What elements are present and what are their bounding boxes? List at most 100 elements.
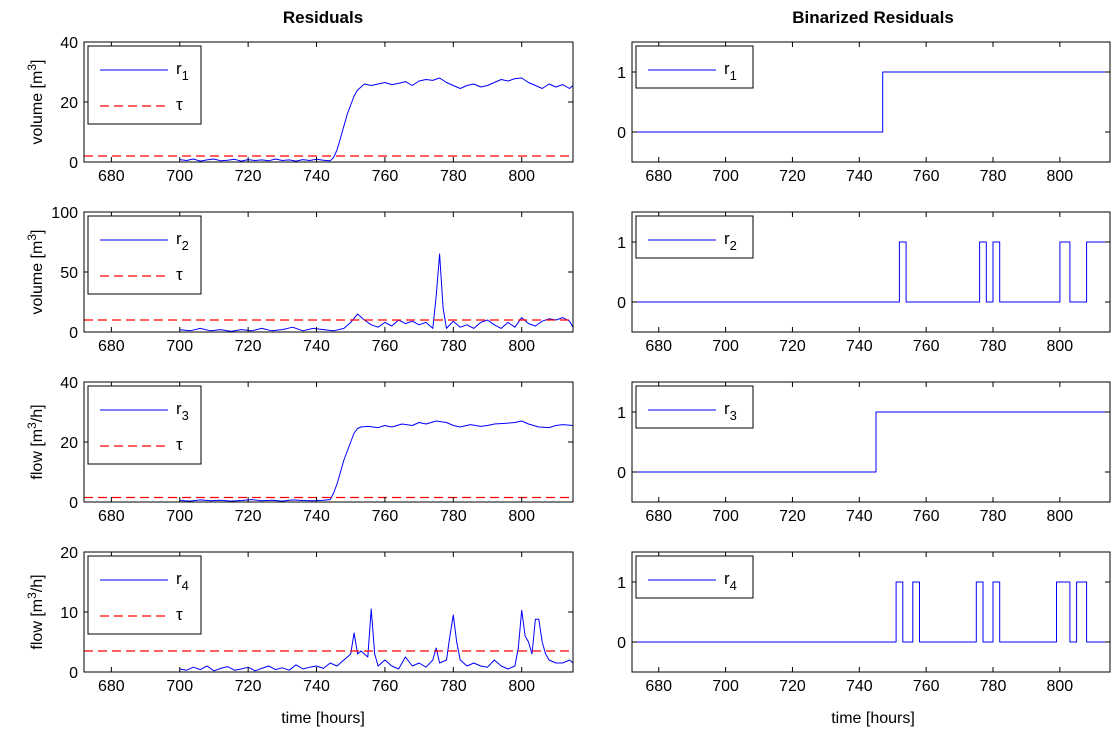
x-tick-label: 760 bbox=[372, 508, 399, 525]
legend: r1τ bbox=[88, 46, 201, 124]
y-axis-label: volume [m3] bbox=[25, 230, 46, 315]
x-tick-label: 740 bbox=[303, 678, 330, 695]
x-tick-label: 800 bbox=[1047, 508, 1074, 525]
y-tick-label: 0 bbox=[69, 495, 78, 512]
panel-residuals-3: 680 700 720 740 760 780 800 0 20 40 flow [m3/h] r3 τ bbox=[25, 375, 573, 525]
x-tick-label: 760 bbox=[913, 508, 940, 525]
y-tick-label: 0 bbox=[69, 325, 78, 342]
y-axis-label: flow [m3/h] bbox=[25, 404, 46, 479]
x-tick-label: 680 bbox=[98, 678, 125, 695]
y-tick-label: 0 bbox=[617, 635, 626, 652]
legend: r3 τ bbox=[88, 386, 201, 464]
x-tick-label: 720 bbox=[779, 508, 806, 525]
x-axis-label-left: time [hours] bbox=[281, 710, 365, 727]
x-tick-label: 700 bbox=[166, 508, 193, 525]
residuals-column-title: Residuals bbox=[283, 8, 363, 27]
binarized-column-title: Binarized Residuals bbox=[792, 8, 954, 27]
x-tick-label: 780 bbox=[980, 168, 1007, 185]
x-tick-label: 800 bbox=[508, 338, 535, 355]
x-tick-label: 680 bbox=[645, 338, 672, 355]
legend: r3 bbox=[636, 386, 753, 428]
y-tick-label: 40 bbox=[60, 35, 78, 52]
x-tick-label: 680 bbox=[98, 508, 125, 525]
x-tick-label: 760 bbox=[913, 168, 940, 185]
x-axis-label-right: time [hours] bbox=[831, 710, 915, 727]
legend-box bbox=[88, 46, 201, 124]
x-tick-label: 680 bbox=[645, 168, 672, 185]
x-tick-label: 700 bbox=[712, 678, 739, 695]
x-tick-label: 780 bbox=[980, 508, 1007, 525]
x-tick-label: 700 bbox=[166, 338, 193, 355]
panel-binarized-3: 680 700 720 740 760 780 80001 r3 bbox=[617, 382, 1110, 525]
x-tick-label: 760 bbox=[372, 678, 399, 695]
x-tick-label: 800 bbox=[1047, 168, 1074, 185]
x-tick-label: 800 bbox=[1047, 338, 1074, 355]
panel-binarized-4: 680 700 720 740 760 780 80001 r4 bbox=[617, 552, 1110, 695]
x-tick-label: 700 bbox=[712, 168, 739, 185]
x-tick-label: 680 bbox=[645, 678, 672, 695]
x-tick-label: 800 bbox=[508, 508, 535, 525]
legend-label: τ bbox=[176, 605, 183, 624]
y-tick-label: 0 bbox=[69, 665, 78, 682]
y-tick-label: 1 bbox=[617, 575, 626, 592]
y-tick-label: 1 bbox=[617, 405, 626, 422]
x-tick-label: 700 bbox=[166, 168, 193, 185]
x-tick-label: 680 bbox=[98, 168, 125, 185]
y-tick-label: 20 bbox=[60, 545, 78, 562]
legend-box bbox=[88, 556, 201, 634]
x-tick-label: 680 bbox=[645, 508, 672, 525]
x-tick-label: 760 bbox=[913, 338, 940, 355]
y-tick-label: 0 bbox=[69, 155, 78, 172]
x-tick-label: 720 bbox=[235, 508, 262, 525]
x-tick-label: 740 bbox=[303, 508, 330, 525]
legend: r2 τ bbox=[88, 216, 201, 294]
panel-residuals-2: 680 700 720 740 760 780 800050100volume [m3] r2… bbox=[25, 205, 573, 355]
x-tick-label: 740 bbox=[846, 338, 873, 355]
y-axis-label: flow [m3/h] bbox=[25, 574, 46, 649]
legend: r1 bbox=[636, 46, 753, 88]
y-tick-label: 50 bbox=[60, 265, 78, 282]
x-tick-label: 780 bbox=[980, 678, 1007, 695]
x-tick-label: 800 bbox=[508, 168, 535, 185]
y-tick-label: 20 bbox=[60, 95, 78, 112]
legend: r4 τ bbox=[88, 556, 201, 634]
y-tick-label: 1 bbox=[617, 65, 626, 82]
y-tick-label: 100 bbox=[51, 205, 78, 222]
x-tick-label: 780 bbox=[440, 338, 467, 355]
x-tick-label: 740 bbox=[846, 678, 873, 695]
x-tick-label: 740 bbox=[303, 338, 330, 355]
legend-label: τ bbox=[176, 435, 183, 454]
residual-line-r3 bbox=[180, 421, 573, 501]
x-tick-label: 700 bbox=[712, 508, 739, 525]
residual-line-r4 bbox=[180, 609, 573, 671]
legend-box bbox=[88, 216, 201, 294]
y-tick-label: 10 bbox=[60, 605, 78, 622]
subplot-grid: 680 700 720 740 760 780 800 0 20 40 volume [m3] r1 τ… bbox=[25, 35, 1110, 695]
x-tick-label: 800 bbox=[1047, 678, 1074, 695]
legend-box bbox=[88, 386, 201, 464]
x-tick-label: 700 bbox=[712, 338, 739, 355]
x-tick-label: 760 bbox=[372, 338, 399, 355]
x-tick-label: 780 bbox=[440, 168, 467, 185]
y-tick-label: 0 bbox=[617, 465, 626, 482]
x-tick-label: 680 bbox=[98, 338, 125, 355]
x-tick-label: 720 bbox=[235, 678, 262, 695]
y-axis-label: volume [m3] bbox=[25, 60, 46, 145]
legend: r2 bbox=[636, 216, 753, 258]
x-tick-label: 720 bbox=[235, 168, 262, 185]
x-tick-label: 780 bbox=[440, 678, 467, 695]
panel-binarized-1: 680 700 720 740 760 780 80001 r1 bbox=[617, 42, 1110, 185]
x-tick-label: 760 bbox=[372, 168, 399, 185]
y-tick-label: 40 bbox=[60, 375, 78, 392]
legend-label: τ bbox=[176, 95, 183, 114]
x-tick-label: 780 bbox=[440, 508, 467, 525]
legend: r4 bbox=[636, 556, 753, 598]
x-tick-label: 720 bbox=[779, 678, 806, 695]
x-tick-label: 720 bbox=[779, 338, 806, 355]
panel-residuals-1: 680 700 720 740 760 780 800 0 20 40 volume [m3] r1 τ bbox=[25, 35, 573, 185]
panel-residuals-4: 680 700 720 740 760 780 80001020flow [m3/h] r4τ bbox=[25, 545, 573, 695]
y-tick-label: 20 bbox=[60, 435, 78, 452]
x-tick-label: 740 bbox=[846, 168, 873, 185]
x-tick-label: 700 bbox=[166, 678, 193, 695]
